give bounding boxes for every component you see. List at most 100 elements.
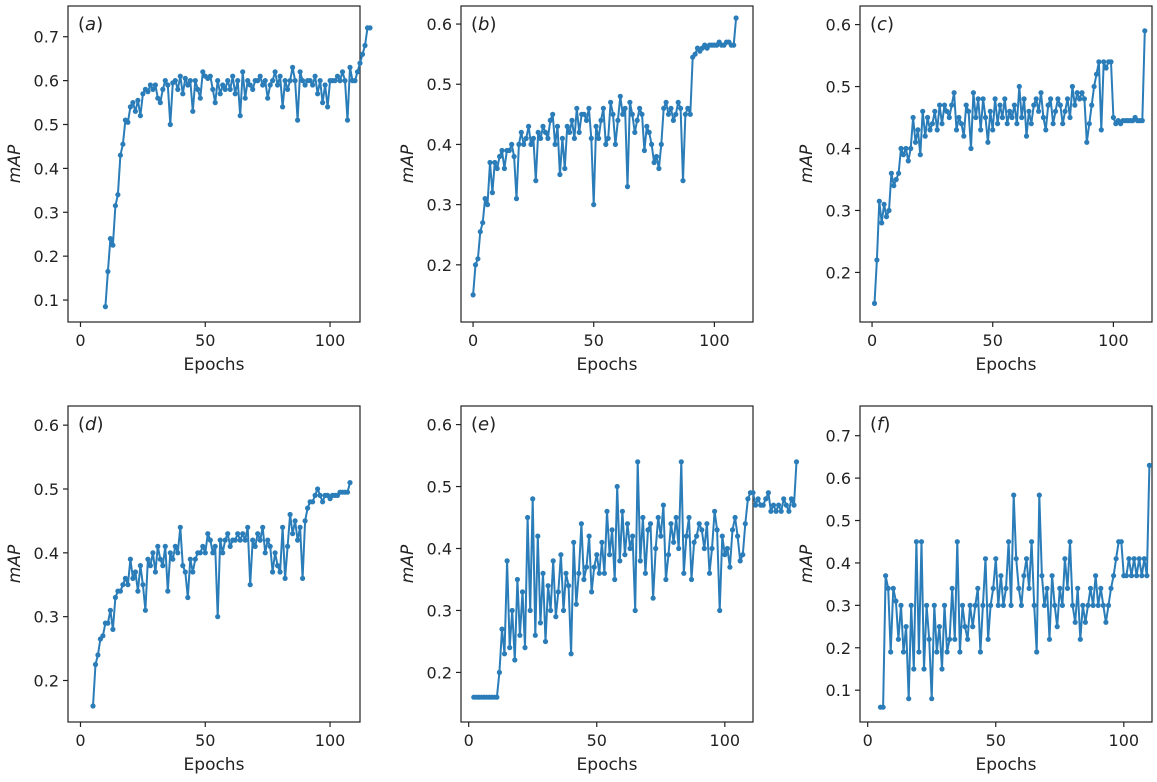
- x-axis-label: Epochs: [976, 355, 1037, 375]
- data-point: [200, 543, 206, 550]
- y-tick-label: 0.6: [34, 72, 59, 91]
- data-point: [917, 152, 923, 158]
- data-point: [1077, 636, 1083, 642]
- data-point: [526, 123, 532, 129]
- x-tick-label: 0: [468, 331, 478, 350]
- panel-label: (b): [471, 14, 497, 35]
- x-axis-label: Epochs: [184, 755, 245, 775]
- data-point: [641, 147, 648, 154]
- data-point: [535, 129, 541, 135]
- data-point: [160, 86, 166, 92]
- data-point: [519, 589, 526, 595]
- data-point: [107, 236, 113, 242]
- data-point: [317, 492, 323, 498]
- data-point: [1096, 59, 1102, 65]
- data-point: [1087, 585, 1094, 592]
- data-point: [1108, 585, 1114, 592]
- data-point: [581, 576, 587, 583]
- data-point: [594, 552, 600, 558]
- data-point: [692, 51, 698, 57]
- data-point: [682, 111, 689, 117]
- data-point: [1064, 585, 1071, 592]
- data-point: [783, 502, 789, 508]
- data-point: [1007, 108, 1013, 114]
- data-point: [947, 636, 953, 642]
- data-point: [265, 537, 271, 543]
- data-point: [501, 165, 507, 172]
- data-point: [177, 524, 183, 530]
- data-point: [1067, 114, 1073, 121]
- data-point: [180, 563, 186, 569]
- data-point: [709, 545, 715, 552]
- data-point: [900, 649, 907, 655]
- data-point: [939, 121, 945, 127]
- data-point: [959, 602, 966, 609]
- data-point: [1070, 602, 1076, 609]
- data-point: [990, 585, 996, 592]
- y-tick-label: 0.7: [34, 28, 59, 47]
- panel-label: (e): [471, 414, 496, 435]
- data-point: [586, 533, 592, 539]
- data-point: [896, 170, 902, 176]
- panel-label: (c): [870, 14, 894, 35]
- data-point: [893, 176, 899, 183]
- data-point: [905, 158, 911, 164]
- data-point: [1089, 102, 1095, 108]
- data-point: [339, 69, 346, 75]
- data-point: [876, 198, 882, 204]
- data-point: [1062, 556, 1068, 562]
- data-point: [1079, 90, 1085, 96]
- data-point: [883, 214, 890, 220]
- data-point: [1052, 602, 1058, 609]
- data-point: [724, 545, 731, 552]
- data-point: [915, 127, 921, 133]
- data-point: [235, 531, 241, 537]
- data-point: [936, 624, 943, 630]
- data-point: [627, 99, 633, 105]
- data-point: [240, 69, 246, 75]
- data-point: [740, 552, 746, 558]
- data-point: [537, 620, 544, 626]
- data-point: [653, 153, 660, 160]
- data-point: [135, 97, 141, 103]
- data-point: [604, 508, 610, 514]
- data-point: [187, 78, 193, 84]
- data-point: [1062, 108, 1068, 114]
- y-tick-label: 0.4: [826, 554, 851, 573]
- data-point: [975, 96, 981, 102]
- data-point: [879, 220, 885, 226]
- data-point: [147, 82, 153, 88]
- data-point: [563, 570, 569, 576]
- data-point: [142, 607, 148, 613]
- data-point: [665, 111, 672, 117]
- data-point: [760, 502, 766, 508]
- data-point: [954, 539, 960, 545]
- data-point: [497, 153, 503, 160]
- data-point: [217, 91, 223, 97]
- plot-frame: [859, 5, 1153, 323]
- data-point: [791, 502, 797, 508]
- data-point: [965, 636, 971, 642]
- x-tick-label: 100: [315, 731, 346, 750]
- data-point: [1045, 102, 1051, 108]
- data-point: [290, 531, 296, 537]
- data-point: [205, 531, 211, 537]
- data-point: [985, 139, 991, 145]
- data-point: [1050, 121, 1056, 127]
- data-point: [970, 624, 976, 630]
- data-point: [207, 73, 213, 79]
- data-point: [480, 220, 486, 226]
- data-point: [222, 537, 228, 543]
- data-point: [540, 123, 546, 129]
- data-point: [647, 521, 654, 527]
- data-point: [310, 499, 316, 505]
- data-point: [970, 90, 977, 96]
- data-point: [891, 183, 897, 189]
- data-point: [934, 649, 940, 655]
- data-point: [676, 545, 682, 552]
- data-point: [312, 73, 318, 79]
- data-point: [663, 99, 669, 105]
- y-tick-label: 0.3: [34, 608, 59, 627]
- x-tick-label: 0: [867, 331, 877, 350]
- data-point: [916, 649, 922, 655]
